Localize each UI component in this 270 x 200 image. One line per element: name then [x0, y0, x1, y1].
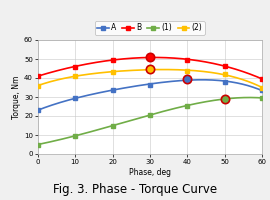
- Text: Fig. 3. Phase - Torque Curve: Fig. 3. Phase - Torque Curve: [53, 183, 217, 196]
- X-axis label: Phase, deg: Phase, deg: [129, 168, 171, 177]
- Y-axis label: Torque, Nm: Torque, Nm: [12, 75, 21, 119]
- Legend: A, B, (1), (2): A, B, (1), (2): [95, 21, 205, 35]
